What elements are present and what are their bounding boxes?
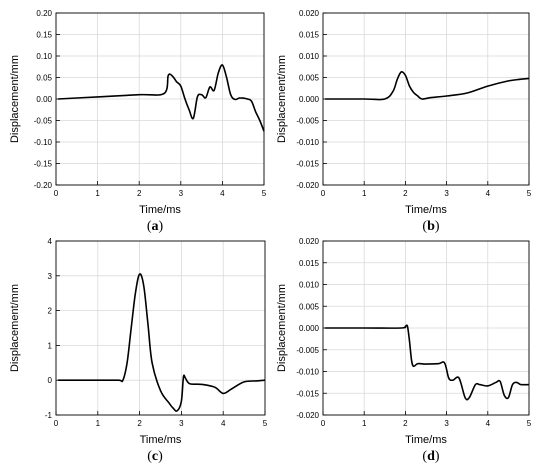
x-tick-label-a-2: 2 xyxy=(137,189,142,198)
y-tick-label-c-5: 4 xyxy=(48,237,53,246)
plot-frame-c xyxy=(55,240,266,416)
y-tick-label-b-7: 0.015 xyxy=(299,31,320,40)
caption-close-b: ) xyxy=(435,219,440,234)
series-line-b xyxy=(325,70,530,101)
caption-open-a: ( xyxy=(147,219,152,234)
y-tick-label-b-6: 0.010 xyxy=(299,52,320,61)
y-tick-label-b-2: -0.010 xyxy=(296,138,319,147)
y-tick-label-d-0: -0.020 xyxy=(296,411,319,420)
series-line-a xyxy=(58,64,265,132)
y-tick-label-b-5: 0.005 xyxy=(299,74,320,83)
caption-letter-d: d xyxy=(427,449,435,464)
x-axis-label-b: Time/ms xyxy=(405,204,447,216)
y-tick-label-a-5: 0.05 xyxy=(36,74,52,83)
y-tick-label-a-6: 0.10 xyxy=(36,52,52,61)
panel-caption-d: (d) xyxy=(422,449,439,464)
y-tick-label-c-4: 3 xyxy=(48,272,53,281)
y-tick-label-d-8: 0.020 xyxy=(299,237,320,246)
y-tick-label-b-1: -0.015 xyxy=(296,160,319,169)
x-tick-label-d-3: 3 xyxy=(444,419,449,428)
caption-letter-c: c xyxy=(152,449,158,464)
y-tick-label-a-7: 0.15 xyxy=(36,31,52,40)
y-tick-label-d-1: -0.015 xyxy=(296,389,319,398)
y-axis-label-b: Displacement/mm xyxy=(276,55,288,143)
x-tick-label-d-0: 0 xyxy=(321,419,326,428)
y-tick-label-b-0: -0.020 xyxy=(296,181,319,190)
y-tick-label-a-2: -0.10 xyxy=(34,138,53,147)
x-tick-label-a-5: 5 xyxy=(262,189,267,198)
y-tick-label-d-3: -0.005 xyxy=(296,346,319,355)
panel-caption-b: (b) xyxy=(422,219,439,234)
x-tick-label-b-4: 4 xyxy=(486,189,491,198)
x-tick-label-c-2: 2 xyxy=(137,419,142,428)
caption-close-a: ) xyxy=(159,219,164,234)
caption-open-d: ( xyxy=(422,449,427,464)
x-tick-label-b-0: 0 xyxy=(321,189,326,198)
x-tick-label-b-5: 5 xyxy=(527,189,532,198)
y-tick-label-a-4: 0.00 xyxy=(36,95,52,104)
series-line-d xyxy=(325,324,530,401)
chart-panel-d: 0 1 2 3 4 5 -0.020 -0.015 -0.010 -0.005 0.000 0.005… xyxy=(276,237,532,464)
x-tick-label-a-3: 3 xyxy=(179,189,184,198)
panel-caption-c: (c) xyxy=(147,449,163,464)
x-axis-label-a: Time/ms xyxy=(139,204,181,216)
caption-letter-a: a xyxy=(152,219,159,234)
x-tick-label-b-1: 1 xyxy=(362,189,367,198)
y-tick-label-b-8: 0.020 xyxy=(299,9,320,18)
panel-caption-a: (a) xyxy=(147,219,164,234)
x-tick-label-b-3: 3 xyxy=(444,189,449,198)
y-tick-label-a-8: 0.20 xyxy=(36,9,52,18)
x-tick-label-d-1: 1 xyxy=(362,419,367,428)
caption-open-c: ( xyxy=(147,449,152,464)
x-tick-label-d-2: 2 xyxy=(403,419,408,428)
x-axis-label-d: Time/ms xyxy=(405,434,447,446)
y-tick-label-a-3: -0.05 xyxy=(34,117,53,126)
y-tick-label-c-1: 0 xyxy=(48,376,53,385)
y-tick-label-b-4: 0.000 xyxy=(299,95,320,104)
y-tick-label-a-0: -0.20 xyxy=(34,181,53,190)
x-tick-label-d-5: 5 xyxy=(527,419,532,428)
y-tick-label-d-4: 0.000 xyxy=(299,324,320,333)
y-tick-label-d-6: 0.010 xyxy=(299,281,320,290)
x-tick-label-c-4: 4 xyxy=(221,419,226,428)
x-axis-label-c: Time/ms xyxy=(140,434,182,446)
y-tick-label-c-2: 1 xyxy=(48,341,53,350)
caption-close-d: ) xyxy=(435,449,440,464)
y-axis-label-a: Displacement/mm xyxy=(9,55,21,143)
x-tick-label-a-4: 4 xyxy=(220,189,225,198)
x-tick-label-c-0: 0 xyxy=(54,419,59,428)
x-tick-label-b-2: 2 xyxy=(403,189,408,198)
y-tick-label-a-1: -0.15 xyxy=(34,160,53,169)
x-tick-label-c-3: 3 xyxy=(179,419,184,428)
x-tick-label-a-1: 1 xyxy=(95,189,100,198)
series-line-c xyxy=(58,273,266,412)
x-tick-label-d-4: 4 xyxy=(486,419,491,428)
y-axis-label-c: Displacement/mm xyxy=(9,284,21,372)
caption-letter-b: b xyxy=(427,219,435,234)
caption-open-b: ( xyxy=(422,219,427,234)
y-tick-label-d-7: 0.015 xyxy=(299,259,320,268)
y-tick-label-d-5: 0.005 xyxy=(299,302,320,311)
chart-panel-b: 0 1 2 3 4 5 -0.020 -0.015 -0.010 -0.005 0.000 0.005… xyxy=(276,9,532,234)
y-tick-label-d-2: -0.010 xyxy=(296,368,319,377)
y-tick-label-b-3: -0.005 xyxy=(296,117,319,126)
y-tick-label-c-3: 2 xyxy=(48,307,53,316)
caption-close-c: ) xyxy=(158,449,163,464)
x-tick-label-c-5: 5 xyxy=(263,419,268,428)
x-tick-label-a-0: 0 xyxy=(54,189,59,198)
y-tick-label-c-0: -1 xyxy=(45,411,53,420)
y-axis-label-d: Displacement/mm xyxy=(276,284,288,372)
chart-panel-a: 0 1 2 3 4 5 -0.20 -0.15 -0.10 -0.05 0.00 0.05 0.10 0.… xyxy=(9,9,267,234)
x-tick-label-c-1: 1 xyxy=(96,419,101,428)
